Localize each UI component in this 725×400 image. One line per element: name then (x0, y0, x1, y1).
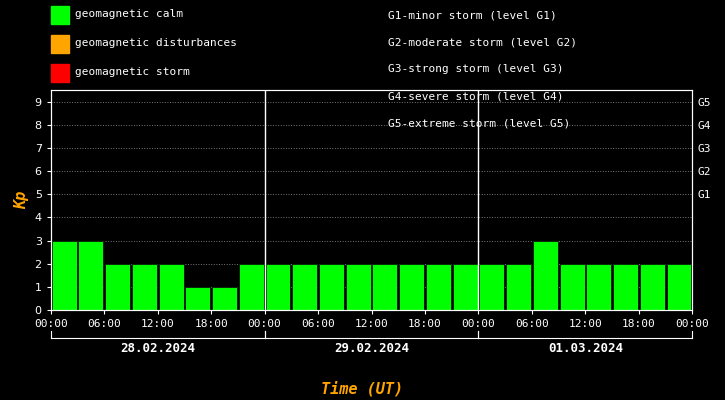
Y-axis label: Kp: Kp (14, 191, 29, 209)
Bar (78, 240, 104, 310)
Bar (212, 287, 237, 310)
Text: G1-minor storm (level G1): G1-minor storm (level G1) (388, 10, 557, 20)
Bar (265, 264, 291, 310)
Bar (346, 264, 370, 310)
Bar (506, 264, 531, 310)
Bar (479, 264, 505, 310)
Bar (159, 264, 183, 310)
Text: geomagnetic disturbances: geomagnetic disturbances (75, 38, 236, 48)
Text: geomagnetic calm: geomagnetic calm (75, 9, 183, 19)
Bar (105, 264, 130, 310)
Text: G2-moderate storm (level G2): G2-moderate storm (level G2) (388, 37, 577, 47)
Bar (452, 264, 478, 310)
Text: 01.03.2024: 01.03.2024 (548, 342, 623, 355)
Text: Time (UT): Time (UT) (321, 380, 404, 396)
Text: G5-extreme storm (level G5): G5-extreme storm (level G5) (388, 119, 570, 129)
Bar (613, 264, 638, 310)
Bar (319, 264, 344, 310)
Bar (426, 264, 451, 310)
Bar (51, 240, 77, 310)
Bar (292, 264, 318, 310)
Bar (373, 264, 397, 310)
Text: 29.02.2024: 29.02.2024 (334, 342, 409, 355)
Text: geomagnetic storm: geomagnetic storm (75, 67, 189, 77)
Bar (239, 264, 264, 310)
Text: G3-strong storm (level G3): G3-strong storm (level G3) (388, 64, 563, 74)
Bar (186, 287, 210, 310)
Bar (560, 264, 584, 310)
Bar (587, 264, 611, 310)
Text: 28.02.2024: 28.02.2024 (120, 342, 195, 355)
Bar (666, 264, 692, 310)
Bar (399, 264, 424, 310)
Bar (533, 240, 558, 310)
Text: G4-severe storm (level G4): G4-severe storm (level G4) (388, 92, 563, 102)
Bar (132, 264, 157, 310)
Bar (639, 264, 665, 310)
